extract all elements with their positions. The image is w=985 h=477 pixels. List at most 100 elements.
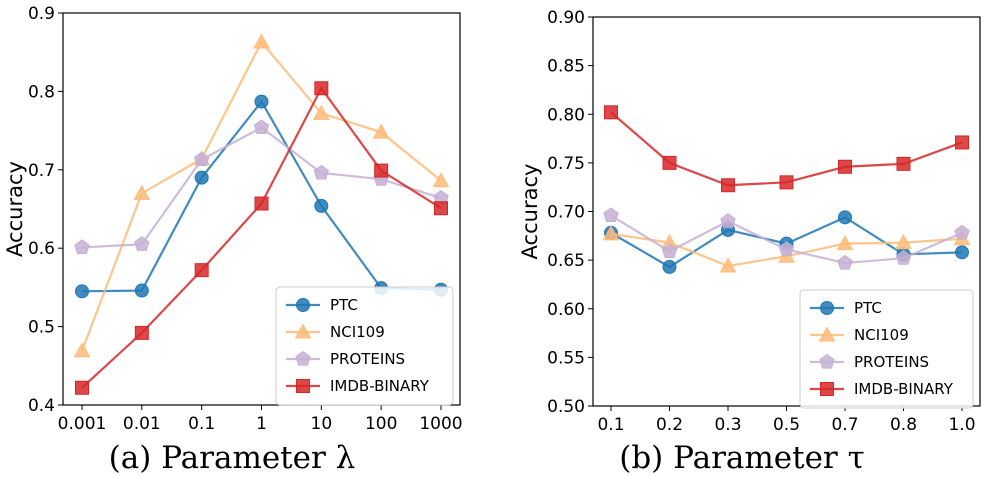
legend-label-nci109: NCI109 xyxy=(330,323,385,341)
chart-caption: (b) Parameter τ xyxy=(619,440,865,476)
x-tick-label: 0.1 xyxy=(188,414,215,434)
x-tick-label: 0.8 xyxy=(890,415,917,435)
data-point-proteins xyxy=(837,254,853,270)
legend-label-proteins: PROTEINS xyxy=(854,353,929,371)
y-tick-label: 0.80 xyxy=(547,105,585,125)
x-tick-label: 1000 xyxy=(419,414,462,434)
data-point-nci109 xyxy=(602,225,620,241)
data-point-nci109 xyxy=(372,123,390,139)
data-point-nci109 xyxy=(895,234,912,250)
data-point-imdb-binary xyxy=(254,196,269,211)
data-point-nci109 xyxy=(312,104,330,120)
data-point-imdb-binary xyxy=(134,325,149,340)
data-point-ptc xyxy=(75,284,89,299)
data-point-nci109 xyxy=(836,235,854,251)
y-tick-label: 0.90 xyxy=(547,8,585,28)
data-point-imdb-binary xyxy=(194,263,209,278)
chart-caption: (a) Parameter λ xyxy=(109,440,356,476)
data-point-proteins xyxy=(778,241,795,256)
x-tick-label: 0.5 xyxy=(773,415,800,435)
data-point-nci109 xyxy=(432,172,450,188)
x-tick-label: 10 xyxy=(311,414,333,434)
data-point-ptc xyxy=(134,283,149,298)
legend-marker-ptc xyxy=(296,298,310,312)
legend-marker-nci109 xyxy=(294,323,312,339)
legend-marker-nci109 xyxy=(818,326,836,342)
data-point-proteins xyxy=(74,239,90,254)
data-point-proteins xyxy=(193,151,210,167)
data-point-imdb-binary xyxy=(374,163,389,178)
data-point-imdb-binary xyxy=(838,159,852,174)
legend-label-ptc: PTC xyxy=(854,299,882,317)
data-point-ptc xyxy=(662,259,677,274)
chart-parameter-tau: 0.1 0.2 0.3 0.5 0.7 0.8 1.0 0.50 0.55 0.60 0.65 0.7… xyxy=(518,8,981,476)
y-axis-label: Accuracy xyxy=(518,164,542,260)
y-tick-label: 0.6 xyxy=(28,239,55,259)
x-tick-label: 0.1 xyxy=(597,415,624,435)
data-point-proteins xyxy=(661,243,678,258)
data-point-nci109 xyxy=(253,33,270,49)
data-point-proteins xyxy=(313,164,330,180)
data-point-proteins xyxy=(954,224,970,240)
data-point-imdb-binary xyxy=(75,380,89,395)
y-tick-label: 0.50 xyxy=(547,397,585,417)
chart-parameter-lambda: 0.001 0.01 0.1 1 10 100 1000 0.4 0.5 0.6 0.7 0.8 0.9… xyxy=(3,4,463,476)
data-point-ptc xyxy=(194,170,209,185)
data-point-imdb-binary xyxy=(314,81,329,96)
data-point-nci109 xyxy=(719,257,737,273)
legend-marker-imdb-binary xyxy=(820,382,834,396)
data-point-imdb-binary xyxy=(955,135,969,150)
series-line-imdb-binary xyxy=(610,111,963,187)
x-tick-label: 0.7 xyxy=(831,415,858,435)
data-point-nci109 xyxy=(73,342,91,358)
legend-box xyxy=(275,286,454,406)
data-point-ptc xyxy=(838,210,852,225)
data-point-imdb-binary xyxy=(896,156,911,171)
y-tick-label: 0.55 xyxy=(547,348,585,368)
data-point-imdb-binary xyxy=(604,105,618,120)
data-point-ptc xyxy=(955,245,969,260)
y-tick-label: 0.70 xyxy=(547,203,585,223)
x-tick-label: 0.01 xyxy=(123,414,161,434)
series-line-proteins xyxy=(81,126,442,249)
y-tick-label: 0.75 xyxy=(547,154,585,174)
legend-label-imdb-binary: IMDB-BINARY xyxy=(854,380,954,398)
y-tick-label: 0.8 xyxy=(28,82,55,102)
x-tick-label: 0.001 xyxy=(58,414,107,434)
x-tick-label: 1 xyxy=(256,414,267,434)
x-tick-label: 0.3 xyxy=(714,415,741,435)
data-point-proteins xyxy=(720,213,736,228)
legend-label-imdb-binary: IMDB-BINARY xyxy=(330,377,430,395)
legend-label-proteins: PROTEINS xyxy=(330,350,405,368)
x-tick-label: 100 xyxy=(365,414,397,434)
legend-box xyxy=(799,289,974,409)
legend-label-ptc: PTC xyxy=(330,296,358,314)
y-tick-label: 0.5 xyxy=(28,318,55,338)
data-point-nci109 xyxy=(133,184,151,200)
y-tick-label: 0.60 xyxy=(547,300,585,320)
data-point-ptc xyxy=(314,198,329,213)
data-point-proteins xyxy=(134,236,150,251)
data-point-imdb-binary xyxy=(434,201,448,216)
y-tick-label: 0.7 xyxy=(28,161,55,181)
data-point-imdb-binary xyxy=(779,175,794,190)
data-point-proteins xyxy=(603,207,619,222)
data-point-proteins xyxy=(253,119,270,135)
data-point-proteins xyxy=(895,250,912,265)
legend-label-nci109: NCI109 xyxy=(854,326,909,344)
y-axis-label: Accuracy xyxy=(3,161,27,257)
x-tick-label: 1.0 xyxy=(948,415,975,435)
y-tick-label: 0.9 xyxy=(28,4,55,24)
y-tick-label: 0.4 xyxy=(28,396,55,416)
legend-marker-imdb-binary xyxy=(296,379,310,393)
y-tick-label: 0.85 xyxy=(547,57,585,77)
data-point-imdb-binary xyxy=(721,178,735,193)
data-point-imdb-binary xyxy=(662,155,677,170)
legend-marker-proteins xyxy=(295,350,311,366)
legend-marker-ptc xyxy=(820,301,834,315)
y-tick-label: 0.65 xyxy=(547,251,585,271)
x-tick-label: 0.2 xyxy=(656,415,683,435)
legend-marker-proteins xyxy=(819,353,835,369)
data-point-ptc xyxy=(254,94,269,109)
